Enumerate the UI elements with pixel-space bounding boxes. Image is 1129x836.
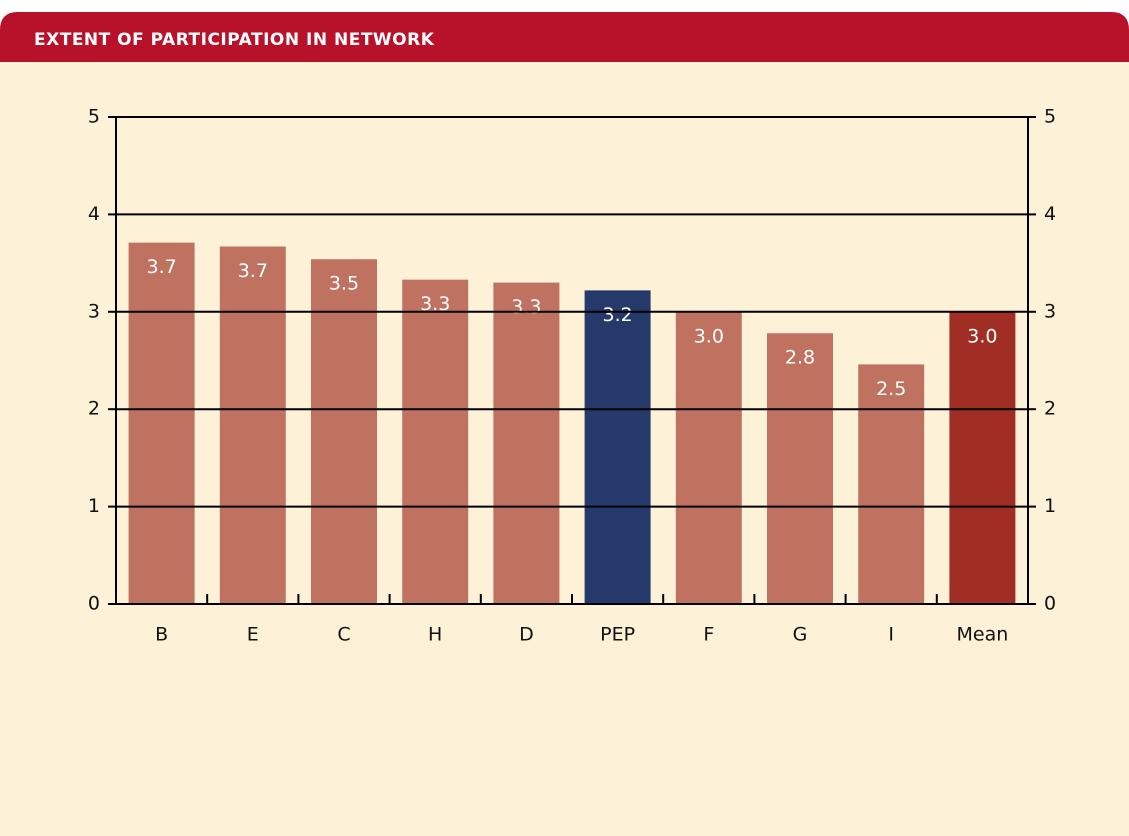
value-label: 2.5: [876, 378, 906, 400]
value-label: 3.3: [511, 296, 541, 318]
panel: [0, 12, 1129, 836]
x-tick-label: Mean: [957, 624, 1009, 646]
bar: [858, 364, 925, 604]
bar: [128, 242, 195, 604]
header-bar: [0, 12, 1129, 62]
x-tick-label: B: [155, 624, 168, 646]
bar: [311, 259, 377, 604]
y2-tick-label: 3: [1044, 300, 1056, 322]
y-tick-label: 5: [88, 106, 100, 128]
value-label: 3.7: [238, 260, 268, 282]
value-label: 2.8: [785, 347, 815, 369]
bar: [402, 279, 469, 604]
x-tick-label: C: [337, 624, 350, 646]
y2-tick-label: 4: [1044, 203, 1056, 225]
value-label: 3.7: [146, 256, 176, 278]
bars: 3.7 3.7 3.5 3.3 3.3 3.2 3.0 2.8 2.5 3.0: [128, 242, 1016, 605]
y2-tick-label: 5: [1044, 106, 1056, 128]
y-tick-label: 0: [88, 593, 100, 615]
y-tick-label: 4: [88, 203, 100, 225]
bar: [767, 333, 833, 604]
x-tick-label: E: [247, 624, 259, 646]
bar: [219, 246, 286, 605]
value-label: 3.3: [420, 293, 450, 315]
x-tick-label: D: [519, 624, 534, 646]
axes: [108, 116, 1036, 605]
x-tick-label: H: [428, 624, 442, 646]
value-label: 3.2: [602, 304, 632, 326]
bar: [949, 311, 1016, 604]
x-tick-label: G: [793, 624, 808, 646]
bar: [675, 311, 742, 604]
bar: [584, 290, 651, 604]
y-tick-label: 3: [88, 300, 100, 322]
value-label: 3.0: [967, 325, 997, 347]
y2-tick-label: 2: [1044, 398, 1056, 420]
value-label: 3.0: [694, 325, 724, 347]
y-tick-label: 2: [88, 398, 100, 420]
chart-title: EXTENT OF PARTICIPATION IN NETWORK: [34, 30, 435, 50]
x-tick-label: I: [888, 624, 894, 646]
y-tick-label: 1: [88, 495, 100, 517]
x-tick-label: PEP: [600, 624, 635, 646]
x-tick-label: F: [703, 624, 714, 646]
y2-tick-label: 1: [1044, 495, 1056, 517]
value-label: 3.5: [329, 273, 359, 295]
y2-tick-label: 0: [1044, 593, 1056, 615]
bar: [493, 282, 560, 604]
